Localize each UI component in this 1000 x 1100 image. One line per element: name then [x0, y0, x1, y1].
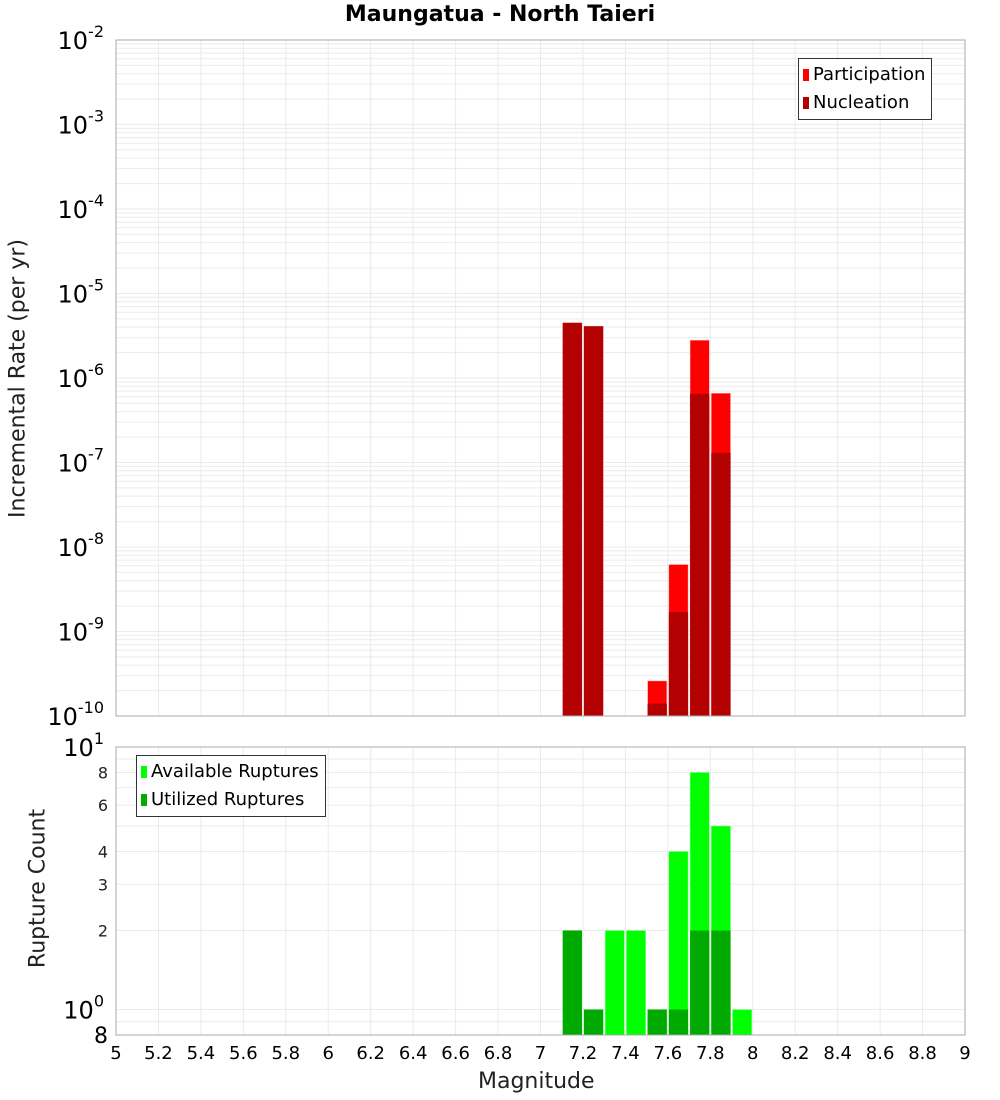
svg-text:8.6: 8.6 — [866, 1043, 895, 1064]
svg-text:9: 9 — [959, 1043, 970, 1064]
svg-text:6.4: 6.4 — [399, 1043, 428, 1064]
svg-text:10-3: 10-3 — [58, 107, 105, 140]
svg-text:10-4: 10-4 — [58, 191, 105, 224]
svg-text:10-6: 10-6 — [58, 360, 105, 393]
legend-item-nucleation: Nucleation — [803, 89, 925, 117]
legend-item-available: Available Ruptures — [141, 758, 319, 786]
svg-text:10-7: 10-7 — [58, 445, 105, 478]
svg-text:10-8: 10-8 — [58, 529, 105, 562]
svg-text:8: 8 — [98, 763, 108, 782]
svg-text:10-5: 10-5 — [58, 276, 105, 309]
svg-text:5.2: 5.2 — [144, 1043, 173, 1064]
svg-text:7: 7 — [535, 1043, 546, 1064]
available-swatch-icon — [141, 766, 147, 778]
svg-text:3: 3 — [98, 875, 108, 894]
svg-text:6: 6 — [323, 1043, 334, 1064]
svg-text:10-9: 10-9 — [58, 614, 105, 647]
svg-text:5.6: 5.6 — [229, 1043, 258, 1064]
bottom-legend: Available Ruptures Utilized Ruptures — [136, 755, 326, 817]
svg-text:5: 5 — [110, 1043, 121, 1064]
svg-text:7.8: 7.8 — [696, 1043, 725, 1064]
top-legend: Participation Nucleation — [798, 58, 933, 120]
svg-text:8: 8 — [747, 1043, 758, 1064]
svg-text:101: 101 — [63, 729, 104, 762]
svg-text:10-10: 10-10 — [47, 698, 104, 731]
svg-text:8.2: 8.2 — [781, 1043, 810, 1064]
svg-text:5.8: 5.8 — [271, 1043, 300, 1064]
svg-text:100: 100 — [63, 992, 104, 1025]
svg-text:6.8: 6.8 — [484, 1043, 513, 1064]
svg-text:5.4: 5.4 — [187, 1043, 216, 1064]
svg-text:6.2: 6.2 — [356, 1043, 385, 1064]
svg-text:6.6: 6.6 — [441, 1043, 470, 1064]
svg-text:8.8: 8.8 — [908, 1043, 937, 1064]
svg-text:8.4: 8.4 — [823, 1043, 852, 1064]
x-axis-label: Magnitude — [478, 1069, 595, 1094]
utilized-swatch-icon — [141, 794, 147, 806]
svg-text:10-2: 10-2 — [58, 22, 105, 55]
svg-text:7.2: 7.2 — [569, 1043, 598, 1064]
svg-text:2: 2 — [98, 922, 108, 941]
svg-text:6: 6 — [98, 796, 108, 815]
nucleation-swatch-icon — [803, 97, 809, 109]
svg-text:8: 8 — [94, 1024, 108, 1049]
legend-item-utilized: Utilized Ruptures — [141, 786, 319, 814]
svg-text:7.4: 7.4 — [611, 1043, 640, 1064]
legend-item-participation: Participation — [803, 61, 925, 89]
svg-text:4: 4 — [98, 842, 108, 861]
chart-title: Maungatua - North Taieri — [344, 2, 656, 27]
svg-text:7.6: 7.6 — [654, 1043, 683, 1064]
participation-swatch-icon — [803, 69, 809, 81]
